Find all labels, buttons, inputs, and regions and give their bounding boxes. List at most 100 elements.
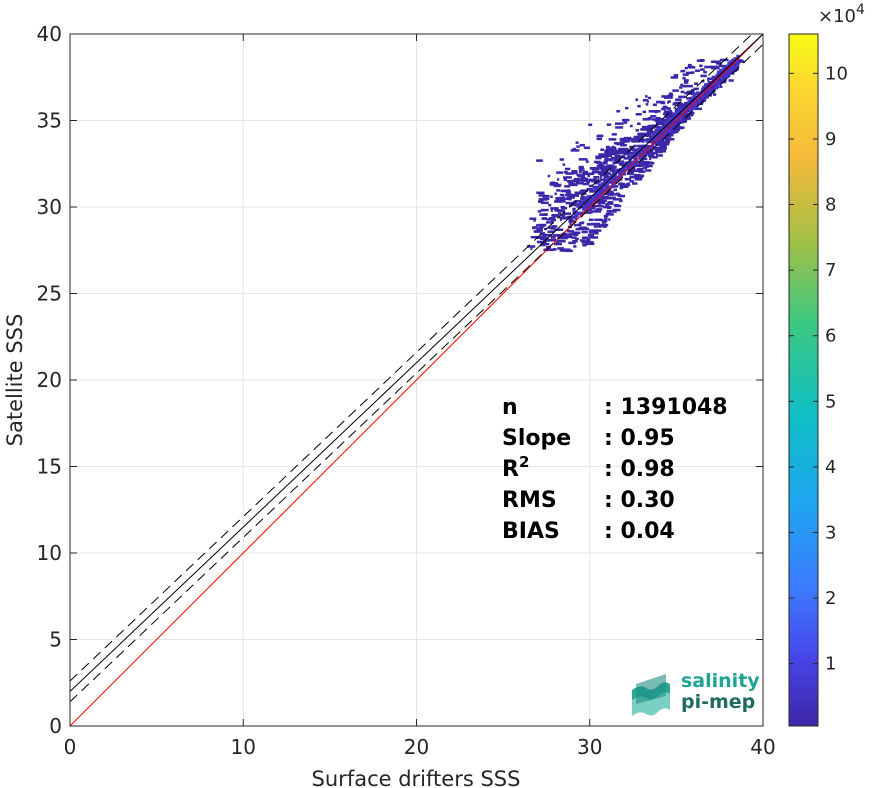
density-cell-core (576, 204, 580, 208)
density-cell (582, 227, 588, 231)
density-cell-core (587, 200, 591, 204)
density-cell (563, 212, 572, 215)
density-cell (537, 200, 544, 203)
density-cell-core (657, 137, 661, 141)
x-tick-label: 0 (64, 735, 77, 759)
density-cell (618, 194, 625, 198)
density-cell-core (608, 175, 612, 179)
density-cell (672, 89, 679, 92)
density-cell (643, 133, 651, 136)
density-cell (632, 140, 640, 143)
density-cell (605, 203, 610, 206)
colorbar-tick-label: 8 (825, 195, 836, 216)
density-cell-core (704, 88, 708, 92)
density-cell (557, 212, 562, 215)
density-cell-core (726, 64, 730, 68)
density-cell (609, 152, 618, 156)
density-cell-core (621, 167, 625, 171)
density-cell (542, 194, 550, 198)
density-cell (572, 171, 578, 175)
density-cell (585, 241, 594, 244)
density-cell (559, 193, 565, 197)
density-cell-core (611, 183, 615, 187)
density-cell (605, 191, 613, 195)
density-cell (659, 144, 663, 147)
density-cell (559, 218, 562, 222)
density-cell (607, 202, 614, 205)
density-cell (614, 122, 624, 125)
density-cell (647, 124, 657, 128)
density-cell (567, 189, 571, 192)
density-cell (619, 182, 623, 185)
density-cell (624, 177, 632, 181)
density-cell-core (647, 147, 651, 151)
density-cell (542, 197, 550, 200)
density-cell (623, 121, 628, 124)
density-cell (656, 154, 663, 157)
density-cell (578, 158, 588, 161)
density-cell-core (588, 198, 592, 202)
density-cell (581, 172, 588, 176)
density-cell (688, 66, 696, 69)
density-cell (582, 170, 589, 174)
density-cell (673, 101, 680, 105)
density-cell (649, 151, 657, 155)
density-cell-core (723, 64, 727, 68)
density-cell (599, 205, 604, 208)
y-tick-label: 15 (37, 455, 62, 479)
density-cell-core (609, 174, 613, 178)
density-cell (693, 107, 702, 111)
density-cell (644, 162, 649, 166)
density-cell (552, 214, 560, 218)
density-cell-core (578, 212, 582, 216)
density-cell (569, 183, 578, 187)
density-cell (561, 233, 571, 237)
density-cell-core (613, 168, 617, 172)
density-cell (562, 248, 571, 251)
density-cell (675, 125, 681, 129)
density-cell (553, 233, 561, 237)
density-cell (645, 138, 652, 141)
density-cell (703, 70, 707, 74)
density-cell (606, 123, 612, 126)
density-cell (541, 217, 547, 220)
density-cell (579, 189, 584, 193)
density-cell (533, 219, 536, 222)
density-cell (685, 71, 694, 75)
density-cell (559, 158, 565, 161)
density-cell-core (586, 196, 590, 200)
density-cell-core (705, 92, 709, 96)
density-cell-core (664, 121, 668, 125)
density-cell-core (671, 116, 675, 120)
density-cell-core (626, 168, 630, 172)
density-cell (598, 153, 606, 156)
density-cell (611, 133, 617, 136)
density-cell (579, 221, 584, 225)
density-cell-core (656, 127, 660, 131)
colorbar-tick-label: 4 (825, 457, 836, 478)
density-cell (656, 142, 663, 145)
density-cell (652, 118, 659, 121)
density-cell-core (709, 88, 713, 92)
density-cell (544, 227, 547, 231)
density-cell (690, 98, 695, 101)
density-cell-core (701, 87, 705, 91)
density-cell (568, 241, 576, 245)
density-cell-core (592, 194, 596, 198)
density-cell (655, 149, 660, 153)
density-cell (642, 166, 648, 170)
density-cell (604, 159, 609, 163)
density-cell (636, 161, 639, 164)
density-cell (562, 163, 566, 166)
density-cell (580, 205, 586, 209)
density-cell (573, 203, 579, 206)
density-cell (614, 154, 621, 158)
density-cell (715, 62, 722, 65)
density-cell (608, 193, 618, 196)
density-cell-core (636, 147, 640, 151)
density-cell (642, 118, 650, 121)
density-cell (620, 143, 627, 147)
density-cell (633, 173, 641, 177)
density-cell (592, 185, 597, 189)
density-cell (607, 201, 614, 204)
